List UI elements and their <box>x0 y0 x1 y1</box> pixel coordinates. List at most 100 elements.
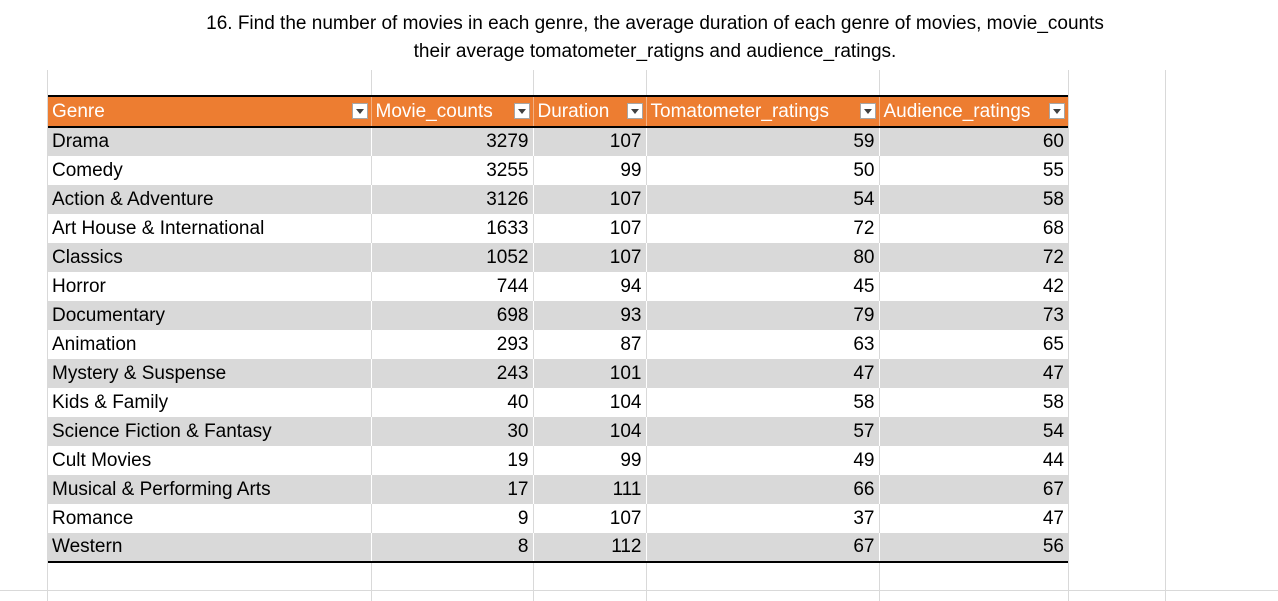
cell-audience[interactable]: 58 <box>878 388 1068 417</box>
cell-audience[interactable]: 47 <box>878 359 1068 388</box>
cell-genre[interactable]: Action & Adventure <box>48 185 371 214</box>
cell-audience[interactable]: 68 <box>878 214 1068 243</box>
cell-tomatometer[interactable]: 57 <box>645 417 879 446</box>
cell-tomatometer[interactable]: 49 <box>645 446 879 475</box>
cell-genre[interactable]: Kids & Family <box>52 391 169 413</box>
cell-tomatometer[interactable]: 54 <box>645 185 879 214</box>
cell-duration[interactable]: 101 <box>532 359 646 388</box>
cell-movie-counts[interactable]: 1052 <box>370 243 533 272</box>
cell-duration[interactable]: 107 <box>532 185 646 214</box>
cell-audience[interactable]: 73 <box>878 301 1068 330</box>
cell-movie-counts[interactable]: 243 <box>370 359 533 388</box>
table-row[interactable]: Action & Adventure 3126 107 54 58 <box>48 185 1068 214</box>
table-row[interactable]: Classics 1052 107 80 72 <box>48 243 1068 272</box>
cell-movie-counts[interactable]: 9 <box>370 504 533 533</box>
cell-audience[interactable]: 65 <box>878 330 1068 359</box>
table-row[interactable]: Science Fiction & Fantasy 30 104 57 54 <box>48 417 1068 446</box>
cell-duration[interactable]: 93 <box>532 301 646 330</box>
cell-tomatometer[interactable]: 47 <box>645 359 879 388</box>
filter-dropdown-icon[interactable] <box>626 103 643 119</box>
header-genre[interactable]: Genre <box>48 95 371 128</box>
cell-duration[interactable]: 107 <box>532 214 646 243</box>
table-row[interactable]: Mystery & Suspense 243 101 47 47 <box>48 359 1068 388</box>
cell-duration[interactable]: 99 <box>532 156 646 185</box>
cell-audience[interactable]: 55 <box>878 156 1068 185</box>
cell-genre[interactable]: Western <box>48 533 371 563</box>
cell-movie-counts[interactable]: 17 <box>370 475 533 504</box>
cell-genre[interactable]: Musical & Performing Arts <box>48 475 371 504</box>
cell-audience[interactable]: 58 <box>878 185 1068 214</box>
cell-genre[interactable]: Romance <box>52 507 134 529</box>
cell-tomatometer[interactable]: 58 <box>645 388 879 417</box>
cell-duration[interactable]: 104 <box>532 417 646 446</box>
cell-tomatometer[interactable]: 66 <box>645 475 879 504</box>
table-row[interactable]: Western 8 112 67 56 <box>48 533 1068 563</box>
cell-genre[interactable]: Drama <box>48 127 371 156</box>
header-audience-ratings[interactable]: Audience_ratings <box>878 95 1068 128</box>
table-row[interactable]: Drama 3279 107 59 60 <box>48 127 1068 156</box>
cell-duration[interactable]: 107 <box>532 127 646 156</box>
header-duration[interactable]: Duration <box>532 95 646 128</box>
cell-audience[interactable]: 54 <box>878 417 1068 446</box>
cell-tomatometer[interactable]: 45 <box>645 272 879 301</box>
table-row[interactable]: Horror 744 94 45 42 <box>48 272 1068 301</box>
cell-genre[interactable]: Mystery & Suspense <box>48 359 371 388</box>
cell-tomatometer[interactable]: 63 <box>645 330 879 359</box>
cell-tomatometer[interactable]: 59 <box>645 127 879 156</box>
cell-movie-counts[interactable]: 293 <box>370 330 533 359</box>
cell-tomatometer[interactable]: 37 <box>645 504 879 533</box>
cell-audience[interactable]: 72 <box>878 243 1068 272</box>
cell-tomatometer[interactable]: 72 <box>645 214 879 243</box>
table-row[interactable]: Animation 293 87 63 65 <box>48 330 1068 359</box>
cell-duration[interactable]: 94 <box>532 272 646 301</box>
table-row[interactable]: Musical & Performing Arts 17 111 66 67 <box>48 475 1068 504</box>
cell-duration[interactable]: 112 <box>532 533 646 563</box>
filter-dropdown-icon[interactable] <box>351 103 368 119</box>
cell-movie-counts[interactable]: 19 <box>370 446 533 475</box>
cell-duration[interactable]: 107 <box>532 504 646 533</box>
cell-genre[interactable]: Cult Movies <box>52 449 152 471</box>
cell-genre[interactable]: Documentary <box>48 301 371 330</box>
cell-genre[interactable]: Classics <box>48 243 371 272</box>
cell-audience[interactable]: 60 <box>878 127 1068 156</box>
cell-duration[interactable]: 107 <box>532 243 646 272</box>
cell-tomatometer[interactable]: 50 <box>645 156 879 185</box>
cell-movie-counts[interactable]: 744 <box>370 272 533 301</box>
table-row[interactable]: Comedy 3255 99 50 55 <box>48 156 1068 185</box>
cell-duration[interactable]: 99 <box>532 446 646 475</box>
cell-tomatometer[interactable]: 80 <box>645 243 879 272</box>
cell-movie-counts[interactable]: 1633 <box>370 214 533 243</box>
cell-audience[interactable]: 44 <box>878 446 1068 475</box>
cell-duration[interactable]: 104 <box>532 388 646 417</box>
cell-genre[interactable]: Comedy <box>52 159 123 181</box>
filter-dropdown-icon[interactable] <box>513 103 530 119</box>
cell-movie-counts[interactable]: 698 <box>370 301 533 330</box>
table-row[interactable]: Cult Movies 19 99 49 44 <box>48 446 1068 475</box>
cell-movie-counts[interactable]: 30 <box>370 417 533 446</box>
filter-dropdown-icon[interactable] <box>1049 103 1065 119</box>
genre-summary-table[interactable]: Genre Movie_counts Duration Tomatometer_… <box>48 95 1068 563</box>
cell-genre[interactable]: Animation <box>52 333 137 355</box>
cell-movie-counts[interactable]: 3279 <box>370 127 533 156</box>
cell-duration[interactable]: 87 <box>532 330 646 359</box>
cell-audience[interactable]: 56 <box>878 533 1068 563</box>
cell-genre[interactable]: Art House & International <box>52 217 265 239</box>
table-row[interactable]: Art House & International 1633 107 72 68 <box>48 214 1068 243</box>
table-row[interactable]: Romance 9 107 37 47 <box>48 504 1068 533</box>
cell-audience[interactable]: 47 <box>878 504 1068 533</box>
header-tomatometer-ratings[interactable]: Tomatometer_ratings <box>645 95 879 128</box>
header-movie-counts[interactable]: Movie_counts <box>370 95 533 128</box>
cell-movie-counts[interactable]: 3255 <box>370 156 533 185</box>
cell-audience[interactable]: 42 <box>878 272 1068 301</box>
cell-tomatometer[interactable]: 67 <box>645 533 879 563</box>
cell-genre[interactable]: Horror <box>52 275 106 297</box>
cell-movie-counts[interactable]: 3126 <box>370 185 533 214</box>
cell-tomatometer[interactable]: 79 <box>645 301 879 330</box>
cell-movie-counts[interactable]: 40 <box>370 388 533 417</box>
filter-dropdown-icon[interactable] <box>859 103 876 119</box>
table-row[interactable]: Kids & Family 40 104 58 58 <box>48 388 1068 417</box>
cell-duration[interactable]: 111 <box>532 475 646 504</box>
cell-genre[interactable]: Science Fiction & Fantasy <box>48 417 371 446</box>
cell-audience[interactable]: 67 <box>878 475 1068 504</box>
cell-movie-counts[interactable]: 8 <box>370 533 533 563</box>
